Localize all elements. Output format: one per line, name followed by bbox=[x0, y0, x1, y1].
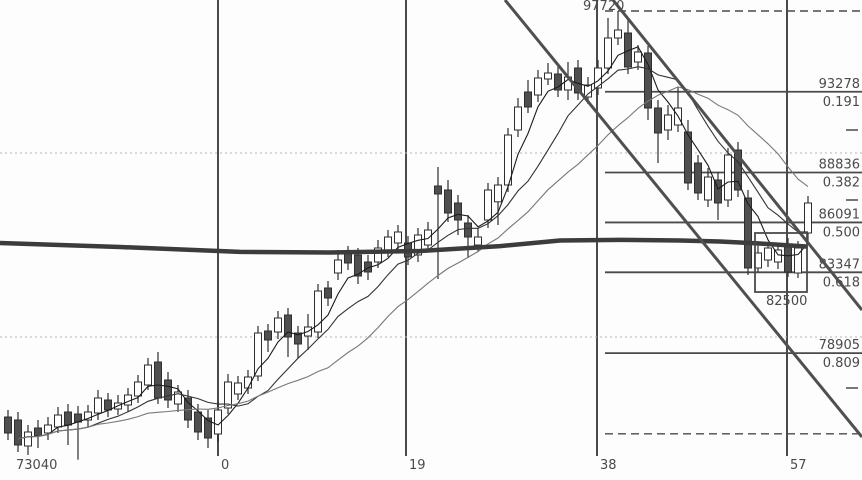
peak-price-label: 97720 bbox=[583, 0, 625, 14]
bearish-candle-body bbox=[204, 417, 212, 439]
x-tick-label-38: 38 bbox=[600, 458, 617, 473]
fib-price-label: 93278 bbox=[819, 77, 860, 92]
bearish-candle-body bbox=[694, 162, 702, 194]
bearish-candle-body bbox=[784, 244, 792, 273]
bearish-candle-body bbox=[444, 189, 452, 214]
bearish-candle-body bbox=[454, 202, 462, 221]
bearish-candle-body bbox=[654, 107, 662, 134]
bullish-candle-body bbox=[514, 106, 522, 131]
bullish-candle-body bbox=[254, 332, 262, 377]
bullish-candle-body bbox=[84, 411, 92, 421]
bearish-candle-body bbox=[284, 314, 292, 338]
bullish-candle-body bbox=[374, 247, 382, 263]
box-price-label: 82500 bbox=[766, 294, 808, 309]
fast-ma-line bbox=[17, 46, 809, 440]
downtrend-line[interactable] bbox=[503, 0, 862, 438]
bullish-candle-body bbox=[704, 176, 712, 201]
bullish-candle-body bbox=[384, 236, 392, 251]
bearish-candle-body bbox=[154, 361, 162, 399]
bearish-candle-body bbox=[34, 427, 42, 437]
bullish-candle-body bbox=[54, 414, 62, 428]
bullish-candle-body bbox=[664, 114, 672, 131]
fib-price-label: 78905 bbox=[819, 338, 860, 353]
bullish-candle-body bbox=[544, 72, 552, 80]
bearish-candle-body bbox=[164, 379, 172, 401]
bearish-candle-body bbox=[324, 287, 332, 299]
fib-ratio-label: 0.809 bbox=[823, 356, 860, 371]
range-low-label: 73040 bbox=[16, 458, 58, 473]
bearish-candle-body bbox=[684, 131, 692, 184]
bearish-candle-body bbox=[264, 330, 272, 341]
x-tick-label-19: 19 bbox=[409, 458, 426, 473]
bearish-candle-body bbox=[464, 222, 472, 238]
bearish-candle-body bbox=[734, 149, 742, 191]
bearish-candle-body bbox=[4, 416, 12, 434]
fib-ratio-label: 0.382 bbox=[823, 176, 860, 191]
bullish-candle-body bbox=[394, 231, 402, 244]
x-tick-label-57: 57 bbox=[790, 458, 807, 473]
bearish-candle-body bbox=[14, 419, 22, 446]
thick-ma-line bbox=[0, 237, 809, 255]
bearish-candle-body bbox=[624, 32, 632, 68]
x-tick-label-0: 0 bbox=[221, 458, 230, 473]
bearish-candle-body bbox=[744, 197, 752, 269]
fib-ratio-label: 0.191 bbox=[823, 95, 860, 110]
bullish-candle-body bbox=[424, 229, 432, 246]
bullish-candle-body bbox=[634, 51, 642, 63]
bullish-candle-body bbox=[144, 364, 152, 386]
bearish-candle-body bbox=[294, 332, 302, 345]
bullish-candle-body bbox=[224, 381, 232, 409]
bearish-candle-body bbox=[644, 52, 652, 109]
bearish-candle-body bbox=[524, 91, 532, 108]
slow-ma-line bbox=[17, 86, 809, 440]
bullish-candle-body bbox=[94, 397, 102, 414]
bullish-candle-body bbox=[474, 236, 482, 246]
bearish-candle-body bbox=[344, 252, 352, 264]
fib-price-label: 86091 bbox=[819, 207, 860, 222]
bullish-candle-body bbox=[134, 381, 142, 397]
bullish-candle-body bbox=[724, 154, 732, 201]
consolidation-box[interactable] bbox=[754, 232, 808, 293]
bullish-candle-body bbox=[764, 247, 772, 261]
bullish-candle-body bbox=[604, 37, 612, 69]
bullish-candle-body bbox=[614, 29, 622, 39]
bullish-candle-body bbox=[484, 189, 492, 221]
bullish-candle-body bbox=[24, 431, 32, 447]
bullish-candle-body bbox=[174, 391, 182, 405]
bearish-candle-body bbox=[354, 254, 362, 277]
bullish-candle-body bbox=[44, 424, 52, 434]
bullish-candle-body bbox=[414, 234, 422, 256]
bullish-candle-body bbox=[334, 259, 342, 274]
fib-ratio-label: 0.500 bbox=[823, 225, 860, 240]
bullish-candle-body bbox=[534, 77, 542, 96]
bearish-candle-body bbox=[104, 399, 112, 411]
bearish-candle-body bbox=[434, 185, 442, 195]
bearish-candle-body bbox=[714, 179, 722, 204]
fib-price-label: 88836 bbox=[819, 158, 860, 173]
bearish-candle-body bbox=[554, 73, 562, 91]
bearish-candle-body bbox=[64, 411, 72, 426]
downtrend-line[interactable] bbox=[611, 0, 862, 311]
bullish-candle-body bbox=[494, 184, 502, 203]
bearish-candle-body bbox=[194, 411, 202, 433]
bullish-candle-body bbox=[774, 249, 782, 263]
bullish-candle-body bbox=[234, 382, 242, 395]
bullish-candle-body bbox=[274, 317, 282, 333]
bullish-candle-body bbox=[804, 202, 812, 234]
bullish-candle-body bbox=[314, 290, 322, 333]
bearish-candle-body bbox=[574, 67, 582, 94]
